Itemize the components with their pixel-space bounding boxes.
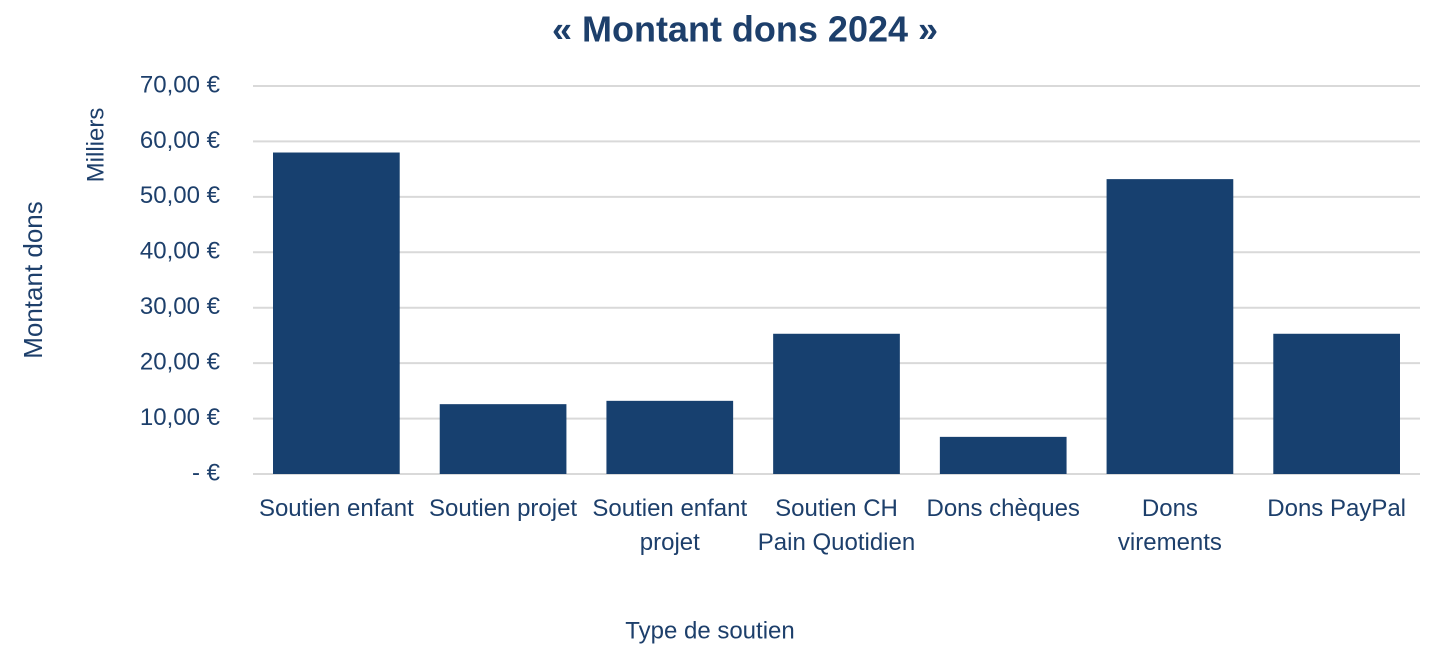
y-tick-label: 20,00 €: [140, 348, 221, 375]
y-tick-label: 10,00 €: [140, 404, 221, 431]
y-axis-title: Montant dons: [18, 201, 48, 359]
y-tick-label: 30,00 €: [140, 293, 221, 320]
chart-title: « Montant dons 2024 »: [552, 9, 938, 50]
bar: [1106, 179, 1234, 474]
x-axis-title: Type de soutien: [625, 617, 794, 644]
bar: [606, 400, 734, 474]
bar: [1273, 333, 1400, 474]
bar: [439, 404, 567, 474]
x-tick-label: Dons chèques: [926, 495, 1080, 522]
x-tick-label: Dons virements: [1117, 495, 1222, 556]
y-tick-label: 50,00 €: [140, 182, 221, 209]
x-tick-label: Soutien enfant: [258, 495, 414, 522]
y-tick-label: - €: [192, 459, 221, 486]
x-tick-label: Soutien projet: [429, 495, 578, 522]
y-tick-label: 40,00 €: [140, 238, 221, 265]
bar: [773, 333, 900, 474]
y-unit-label: Milliers: [82, 108, 109, 183]
x-tick-label: Soutien enfant projet: [592, 495, 748, 556]
y-tick-label: 70,00 €: [140, 71, 221, 98]
bar: [939, 436, 1067, 474]
x-tick-label: Dons PayPal: [1267, 495, 1407, 522]
x-tick-label: Soutien CH Pain Quotidien: [757, 495, 916, 556]
y-tick-label: 60,00 €: [140, 127, 221, 154]
bar: [273, 152, 400, 474]
